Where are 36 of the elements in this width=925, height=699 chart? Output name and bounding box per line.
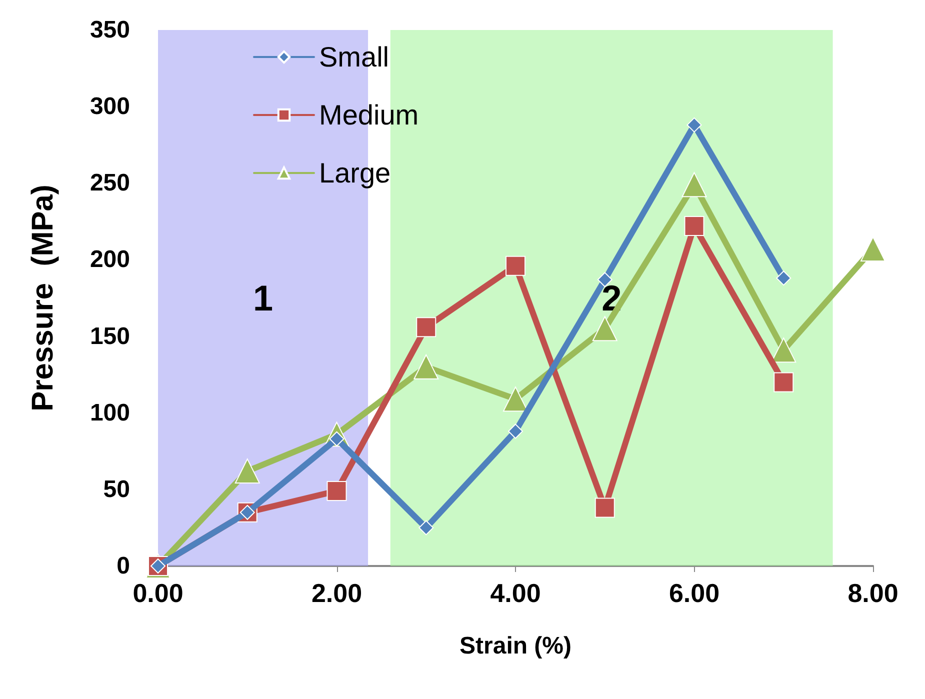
y-tick-label: 100 [90, 399, 130, 426]
x-tick-label: 2.00 [311, 578, 362, 608]
x-tick-label: 6.00 [668, 578, 720, 608]
y-tick-label: 150 [90, 322, 130, 350]
point [771, 338, 796, 363]
point [414, 354, 439, 380]
legend-label: Small [319, 42, 390, 72]
y-tick-label: 350 [90, 16, 130, 44]
y-axis-title: Pressure (MPa) [26, 184, 60, 412]
point [774, 372, 794, 392]
legend-label: Large [319, 158, 391, 188]
point [682, 172, 707, 198]
point [416, 317, 436, 338]
point [503, 386, 528, 412]
point [326, 480, 347, 501]
y-tick-label: 250 [90, 170, 130, 197]
point [686, 117, 702, 132]
x-tick-label: 0.00 [132, 578, 184, 608]
y-tick-label: 0 [116, 552, 130, 580]
x-tick-label: 4.00 [490, 578, 541, 608]
point [506, 256, 526, 276]
y-tick-label: 200 [90, 246, 130, 274]
point [860, 236, 886, 262]
y-tick-label: 300 [90, 93, 130, 120]
point [508, 424, 523, 439]
band-label: 1 [253, 278, 274, 318]
point [776, 270, 792, 286]
point [684, 216, 704, 236]
point [418, 520, 434, 536]
point [234, 458, 260, 484]
legend-label: Medium [319, 100, 419, 130]
point [592, 316, 618, 342]
x-tick-label: 8.00 [848, 578, 898, 608]
x-axis-title: Strain (%) [459, 632, 572, 660]
point [594, 498, 615, 518]
y-tick-label: 50 [103, 476, 130, 503]
